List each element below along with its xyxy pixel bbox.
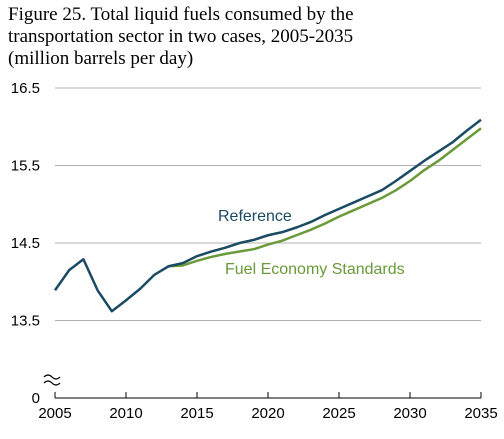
series-line xyxy=(168,127,482,268)
y-tick-label: 15.5 xyxy=(11,158,40,175)
x-tick-label: 2005 xyxy=(38,405,71,422)
x-tick-label: 2035 xyxy=(464,405,497,422)
x-tick-label: 2020 xyxy=(251,405,284,422)
x-tick-label: 2010 xyxy=(109,405,142,422)
series-label: Fuel Economy Standards xyxy=(225,261,405,278)
series-label: Reference xyxy=(218,208,292,225)
axis-break xyxy=(43,374,61,386)
x-tick-label: 2015 xyxy=(180,405,213,422)
chart-subtitle: (million barrels per day) xyxy=(8,48,193,69)
x-tick-label: 2025 xyxy=(322,405,355,422)
y-tick-label: 16.5 xyxy=(11,80,40,97)
y-tick-label: 14.5 xyxy=(11,235,40,252)
x-tick-label: 2030 xyxy=(393,405,426,422)
chart-title: transportation sector in two cases, 2005… xyxy=(8,26,353,47)
y-tick-label: 13.5 xyxy=(11,313,40,330)
series-line xyxy=(53,118,482,313)
y-tick-label: 0 xyxy=(32,390,40,407)
chart-title: Figure 25. Total liquid fuels consumed b… xyxy=(8,4,354,25)
